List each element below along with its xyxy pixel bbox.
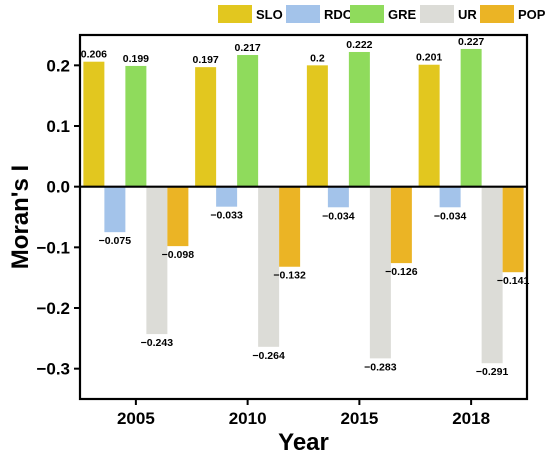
bar-gre-2018 — [460, 48, 482, 187]
bar-slo-2010 — [195, 67, 217, 187]
data-label: −0.075 — [99, 235, 132, 247]
data-label: 0.197 — [192, 54, 218, 66]
bar-rdc-2015 — [327, 186, 349, 208]
data-label: −0.034 — [322, 210, 355, 222]
x-tick-label: 2018 — [452, 409, 490, 428]
bar-gre-2010 — [237, 55, 259, 187]
bar-ur-2010 — [258, 186, 280, 347]
bar-rdc-2010 — [216, 186, 238, 207]
legend-label-rdc: RDC — [324, 7, 353, 22]
bar-gre-2015 — [348, 51, 370, 187]
bar-ur-2015 — [369, 186, 391, 359]
data-label: −0.264 — [252, 350, 285, 362]
bar-rdc-2005 — [104, 186, 126, 233]
x-tick-label: 2005 — [117, 409, 155, 428]
y-tick-label: 0.1 — [46, 117, 70, 136]
bar-ur-2018 — [481, 186, 503, 364]
legend-label-pop: POP — [518, 7, 546, 22]
legend-label-slo: SLO — [256, 7, 283, 22]
data-label: −0.033 — [210, 210, 243, 222]
data-label: −0.034 — [434, 210, 467, 222]
data-label: −0.243 — [141, 337, 174, 349]
data-label: −0.141 — [497, 275, 530, 287]
y-tick-label: −0.1 — [36, 238, 70, 257]
y-tick-label: 0.0 — [46, 178, 70, 197]
plot-frame — [78, 33, 529, 401]
bar-slo-2018 — [418, 64, 440, 187]
bar-pop-2018 — [502, 186, 524, 273]
bar-slo-2005 — [83, 61, 105, 187]
bar-slo-2015 — [306, 65, 328, 187]
x-tick-label: 2010 — [229, 409, 267, 428]
data-label: 0.227 — [458, 36, 484, 48]
bar-pop-2005 — [167, 186, 189, 247]
legend-swatch-ur — [420, 5, 454, 23]
legend-swatch-rdc — [286, 5, 320, 23]
y-axis-title: Moran's I — [7, 165, 34, 269]
data-label: 0.222 — [346, 39, 372, 51]
legend-label-gre: GRE — [388, 7, 417, 22]
data-label: −0.291 — [476, 366, 509, 378]
data-label: 0.199 — [123, 53, 149, 65]
bar-ur-2005 — [146, 186, 168, 335]
x-tick-label: 2015 — [340, 409, 378, 428]
data-labels: 0.206 −0.075 0.199 −0.243 −0.098 0.197 −0.033 0… — [81, 36, 530, 378]
bar-rdc-2018 — [439, 186, 461, 208]
y-axis: 0.2 0.1 0.0 −0.1 −0.2 −0.3 — [36, 56, 80, 379]
data-label: 0.217 — [234, 42, 260, 54]
data-label: −0.283 — [364, 361, 397, 373]
data-label: 0.201 — [416, 52, 442, 64]
y-tick-label: −0.3 — [36, 360, 70, 379]
bar-pop-2015 — [390, 186, 412, 264]
data-label: 0.2 — [310, 52, 325, 64]
data-label: 0.206 — [81, 49, 107, 61]
legend-swatch-pop — [480, 5, 514, 23]
bar-gre-2005 — [125, 65, 147, 187]
x-axis-title: Year — [278, 429, 329, 456]
data-label: −0.132 — [273, 270, 306, 282]
bar-pop-2010 — [279, 186, 301, 267]
x-axis: 2005 2010 2015 2018 — [117, 399, 490, 428]
legend-label-ur: UR — [458, 7, 477, 22]
legend-swatch-gre — [350, 5, 384, 23]
data-label: −0.098 — [162, 249, 195, 261]
legend: SLO RDC GRE UR POP — [218, 5, 546, 23]
y-tick-label: −0.2 — [36, 299, 70, 318]
y-tick-label: 0.2 — [46, 56, 70, 75]
data-label: −0.126 — [385, 266, 418, 278]
bars — [83, 48, 524, 364]
legend-swatch-slo — [218, 5, 252, 23]
